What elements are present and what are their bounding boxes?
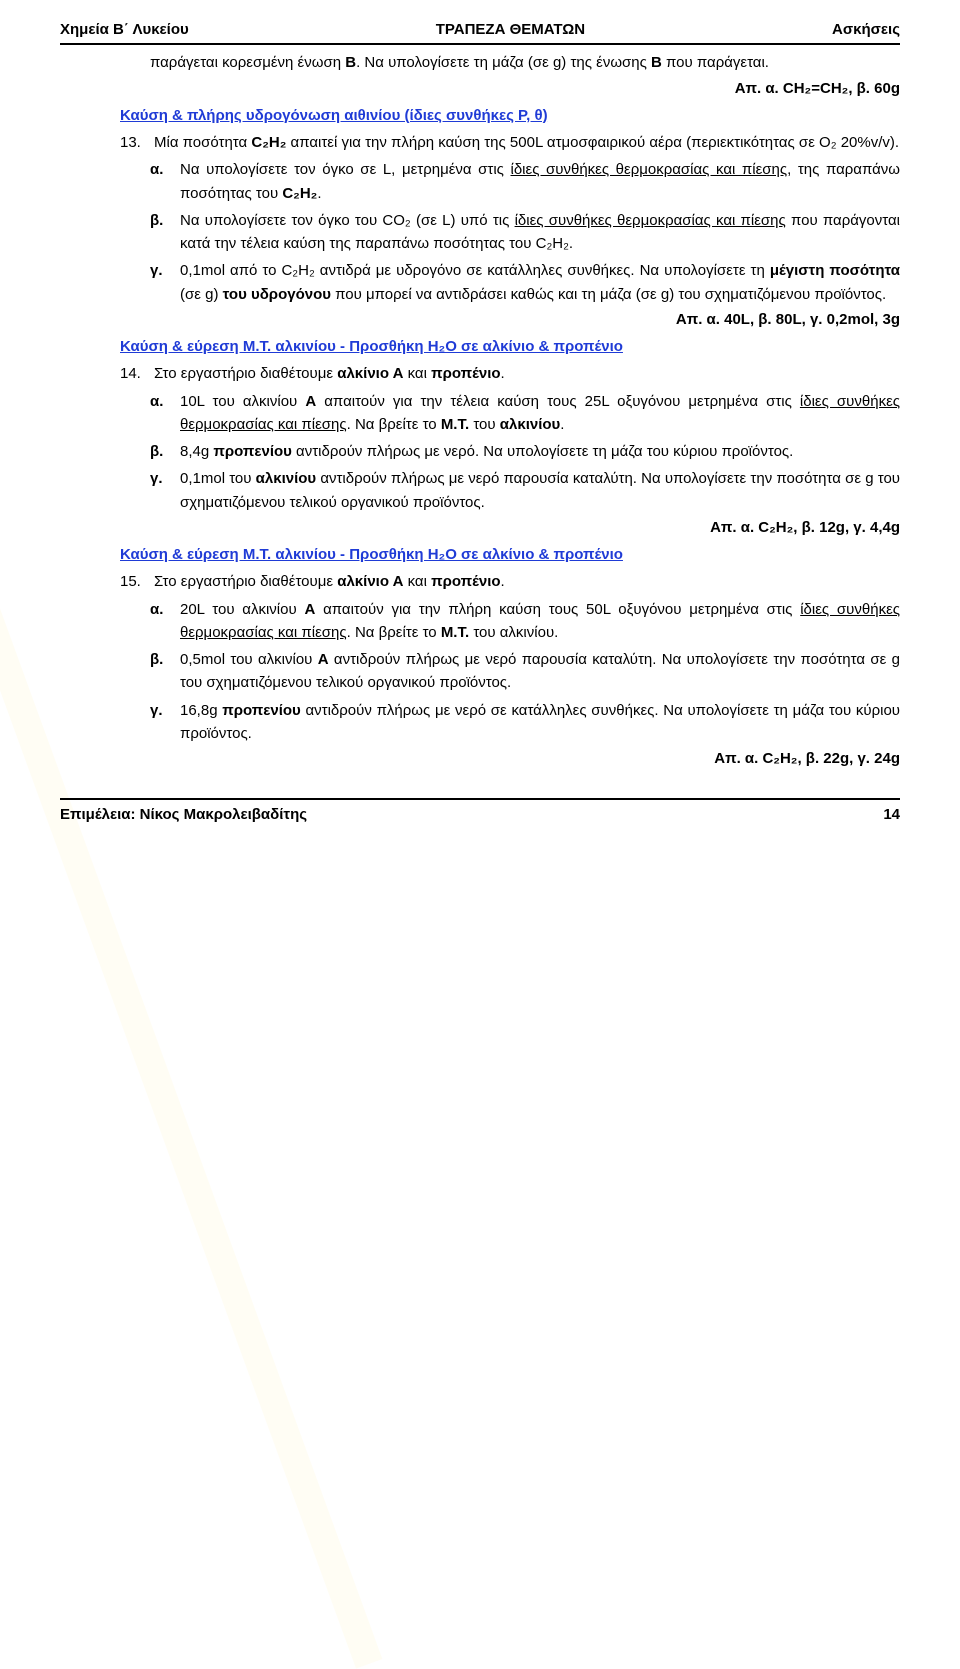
q14-a: α. 10L του αλκινίου Α απαιτούν για την τ… xyxy=(150,390,900,437)
header-right: Ασκήσεις xyxy=(832,18,900,41)
q13-c: γ. 0,1mol από το C₂H₂ αντιδρά με υδρογόν… xyxy=(150,259,900,306)
q15: 15. Στο εργαστήριο διαθέτουμε αλκίνιο Α … xyxy=(120,570,900,593)
q15-stem: Στο εργαστήριο διαθέτουμε αλκίνιο Α και … xyxy=(154,570,505,593)
header-left: Χημεία Β΄ Λυκείου xyxy=(60,18,189,41)
q13-num: 13. xyxy=(120,131,154,154)
page-header: Χημεία Β΄ Λυκείου ΤΡΑΠΕΖΑ ΘΕΜΑΤΩΝ Ασκήσε… xyxy=(60,18,900,45)
q14: 14. Στο εργαστήριο διαθέτουμε αλκίνιο Α … xyxy=(120,362,900,385)
footer-page: 14 xyxy=(883,803,900,826)
q15-b: β. 0,5mol του αλκινίου Α αντιδρούν πλήρω… xyxy=(150,648,900,695)
section-title-15: Καύση & εύρεση Μ.Τ. αλκινίου - Προσθήκη … xyxy=(120,543,900,566)
q15-num: 15. xyxy=(120,570,154,593)
q13-b: β. Να υπολογίσετε τον όγκο του CO₂ (σε L… xyxy=(150,209,900,256)
q13-stem: Μία ποσότητα C₂H₂ απαιτεί για την πλήρη … xyxy=(154,131,899,154)
intro-answer: Απ. α. CH₂=CH₂, β. 60g xyxy=(150,77,900,100)
section-title-14: Καύση & εύρεση Μ.Τ. αλκινίου - Προσθήκη … xyxy=(120,335,900,358)
q14-b: β. 8,4g προπενίου αντιδρούν πλήρως με νε… xyxy=(150,440,900,463)
page-footer: Επιμέλεια: Νίκος Μακρολειβαδίτης 14 xyxy=(60,798,900,826)
intro-para: παράγεται κορεσμένη ένωση Β. Να υπολογίσ… xyxy=(150,51,900,74)
q15-c: γ. 16,8g προπενίου αντιδρούν πλήρως με ν… xyxy=(150,699,900,746)
section-title-13: Καύση & πλήρης υδρογόνωση αιθινίου (ίδιε… xyxy=(120,104,900,127)
page-content: Χημεία Β΄ Λυκείου ΤΡΑΠΕΖΑ ΘΕΜΑΤΩΝ Ασκήσε… xyxy=(0,0,960,867)
q13-a: α. Να υπολογίσετε τον όγκο σε L, μετρημέ… xyxy=(150,158,900,205)
q13: 13. Μία ποσότητα C₂H₂ απαιτεί για την πλ… xyxy=(120,131,900,154)
footer-left: Επιμέλεια: Νίκος Μακρολειβαδίτης xyxy=(60,803,307,826)
q14-c: γ. 0,1mol του αλκινίου αντιδρούν πλήρως … xyxy=(150,467,900,514)
q14-num: 14. xyxy=(120,362,154,385)
q14-answer: Απ. α. C₂H₂, β. 12g, γ. 4,4g xyxy=(150,516,900,539)
q14-stem: Στο εργαστήριο διαθέτουμε αλκίνιο Α και … xyxy=(154,362,505,385)
q15-answer: Απ. α. C₂H₂, β. 22g, γ. 24g xyxy=(150,747,900,770)
q15-a: α. 20L του αλκινίου Α απαιτούν για την π… xyxy=(150,598,900,645)
header-center: ΤΡΑΠΕΖΑ ΘΕΜΑΤΩΝ xyxy=(436,18,585,41)
q13-answer: Απ. α. 40L, β. 80L, γ. 0,2mol, 3g xyxy=(150,308,900,331)
